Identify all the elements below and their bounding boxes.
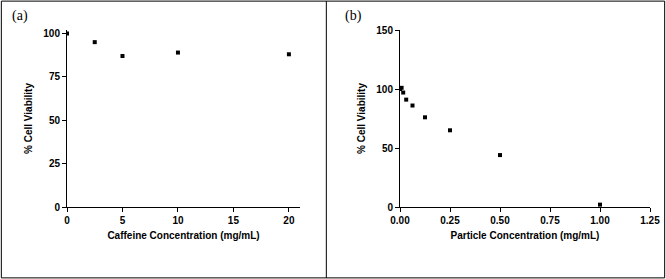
svg-text:0.00: 0.00: [390, 215, 410, 226]
svg-text:0.25: 0.25: [440, 215, 460, 226]
svg-text:1.00: 1.00: [590, 215, 610, 226]
svg-text:100: 100: [43, 28, 60, 39]
svg-text:(a): (a): [12, 8, 28, 24]
svg-text:% Cell Viability: % Cell Viability: [23, 83, 34, 154]
svg-text:0: 0: [387, 202, 393, 213]
svg-text:25: 25: [49, 158, 61, 169]
svg-text:1.25: 1.25: [640, 215, 660, 226]
svg-text:75: 75: [49, 71, 61, 82]
svg-text:(b): (b): [345, 8, 362, 24]
svg-text:100: 100: [376, 84, 393, 95]
svg-text:0: 0: [64, 215, 70, 226]
svg-text:0.75: 0.75: [540, 215, 560, 226]
svg-text:150: 150: [376, 25, 393, 36]
svg-text:Particle Concentration (mg/mL): Particle Concentration (mg/mL): [451, 230, 600, 241]
svg-text:0: 0: [54, 202, 60, 213]
svg-text:10: 10: [172, 215, 184, 226]
svg-text:20: 20: [283, 215, 295, 226]
svg-text:50: 50: [49, 115, 61, 126]
svg-text:% Cell Viability: % Cell Viability: [356, 83, 367, 154]
svg-text:Caffeine Concentration (mg/mL): Caffeine Concentration (mg/mL): [107, 230, 259, 241]
svg-text:50: 50: [382, 143, 394, 154]
svg-text:0.50: 0.50: [490, 215, 510, 226]
svg-text:15: 15: [228, 215, 240, 226]
svg-text:5: 5: [120, 215, 126, 226]
